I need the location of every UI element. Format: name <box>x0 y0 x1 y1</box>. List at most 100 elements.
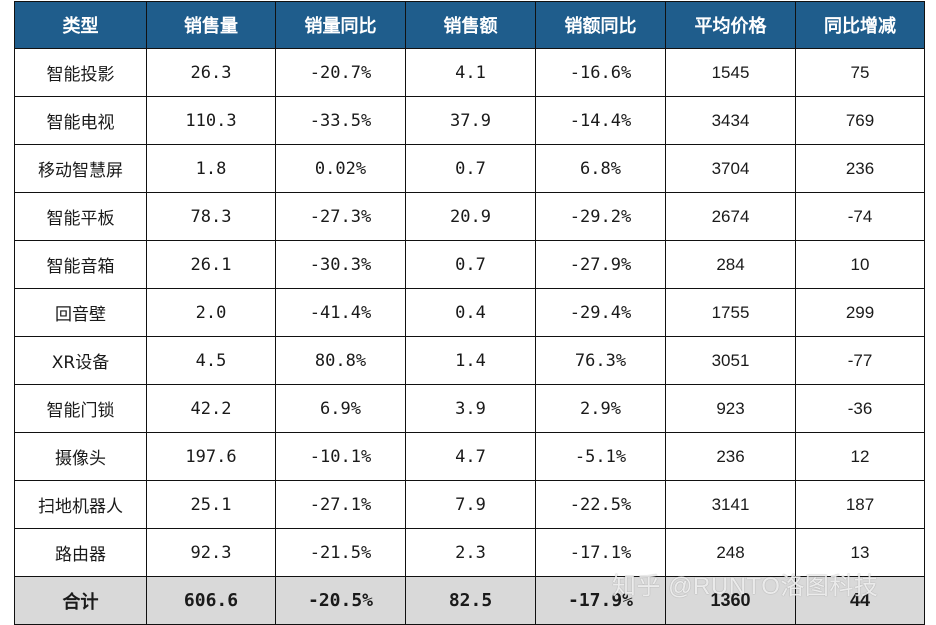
cell-volume-yoy: 80.8% <box>275 336 406 385</box>
cell-price-change: 12 <box>795 432 925 481</box>
cell-price-change: 187 <box>795 480 925 529</box>
cell-volume: 110.3 <box>146 96 276 145</box>
cell-avg-price: 248 <box>665 528 796 577</box>
cell-type: 回音壁 <box>14 288 147 337</box>
cell-type: 移动智慧屏 <box>14 144 147 193</box>
cell-revenue: 0.7 <box>405 240 536 289</box>
cell-revenue: 82.5 <box>405 576 536 625</box>
table-row: 智能平板 78.3 -27.3% 20.9 -29.2% 2674 -74 <box>14 192 925 241</box>
cell-revenue: 0.4 <box>405 288 536 337</box>
table-row: 摄像头 197.6 -10.1% 4.7 -5.1% 236 12 <box>14 432 925 481</box>
table-total-row: 合计 606.6 -20.5% 82.5 -17.9% 1360 44 <box>14 576 925 625</box>
cell-avg-price: 3141 <box>665 480 796 529</box>
cell-avg-price: 2674 <box>665 192 796 241</box>
cell-price-change: -36 <box>795 384 925 433</box>
cell-revenue-yoy: -27.9% <box>535 240 666 289</box>
cell-avg-price: 1755 <box>665 288 796 337</box>
cell-price-change: 13 <box>795 528 925 577</box>
cell-revenue-yoy: 76.3% <box>535 336 666 385</box>
cell-revenue-yoy: -16.6% <box>535 48 666 97</box>
cell-price-change: 299 <box>795 288 925 337</box>
cell-revenue: 3.9 <box>405 384 536 433</box>
header-volume: 销售量 <box>146 1 276 49</box>
cell-volume: 26.3 <box>146 48 276 97</box>
cell-type: 路由器 <box>14 528 147 577</box>
cell-volume: 1.8 <box>146 144 276 193</box>
cell-revenue: 4.7 <box>405 432 536 481</box>
cell-type: 智能投影 <box>14 48 147 97</box>
cell-type: XR设备 <box>14 336 147 385</box>
cell-volume-yoy: -10.1% <box>275 432 406 481</box>
cell-type: 合计 <box>14 576 147 625</box>
cell-avg-price: 3704 <box>665 144 796 193</box>
cell-price-change: -77 <box>795 336 925 385</box>
cell-revenue: 1.4 <box>405 336 536 385</box>
cell-volume: 78.3 <box>146 192 276 241</box>
cell-avg-price: 284 <box>665 240 796 289</box>
cell-volume: 197.6 <box>146 432 276 481</box>
cell-type: 智能音箱 <box>14 240 147 289</box>
cell-volume: 92.3 <box>146 528 276 577</box>
cell-price-change: 769 <box>795 96 925 145</box>
cell-avg-price: 923 <box>665 384 796 433</box>
table-header-row: 类型 销售量 销量同比 销售额 销额同比 平均价格 同比增减 <box>14 1 925 49</box>
table-row: XR设备 4.5 80.8% 1.4 76.3% 3051 -77 <box>14 336 925 385</box>
cell-type: 摄像头 <box>14 432 147 481</box>
cell-revenue: 7.9 <box>405 480 536 529</box>
cell-revenue-yoy: -22.5% <box>535 480 666 529</box>
cell-price-change: 10 <box>795 240 925 289</box>
cell-avg-price: 3434 <box>665 96 796 145</box>
cell-revenue-yoy: -17.9% <box>535 576 666 625</box>
cell-type: 智能门锁 <box>14 384 147 433</box>
cell-volume-yoy: -20.7% <box>275 48 406 97</box>
cell-volume: 25.1 <box>146 480 276 529</box>
table-row: 智能投影 26.3 -20.7% 4.1 -16.6% 1545 75 <box>14 48 925 97</box>
cell-revenue-yoy: 2.9% <box>535 384 666 433</box>
cell-volume: 606.6 <box>146 576 276 625</box>
header-type: 类型 <box>14 1 147 49</box>
cell-revenue-yoy: 6.8% <box>535 144 666 193</box>
cell-avg-price: 3051 <box>665 336 796 385</box>
header-price-change: 同比增减 <box>795 1 925 49</box>
cell-price-change: 236 <box>795 144 925 193</box>
cell-revenue: 0.7 <box>405 144 536 193</box>
header-revenue-yoy: 销额同比 <box>535 1 666 49</box>
header-revenue: 销售额 <box>405 1 536 49</box>
cell-price-change: 44 <box>795 576 925 625</box>
table-row: 智能门锁 42.2 6.9% 3.9 2.9% 923 -36 <box>14 384 925 433</box>
cell-volume-yoy: 0.02% <box>275 144 406 193</box>
table-row: 回音壁 2.0 -41.4% 0.4 -29.4% 1755 299 <box>14 288 925 337</box>
cell-volume: 42.2 <box>146 384 276 433</box>
cell-revenue-yoy: -29.4% <box>535 288 666 337</box>
cell-revenue-yoy: -14.4% <box>535 96 666 145</box>
table-row: 路由器 92.3 -21.5% 2.3 -17.1% 248 13 <box>14 528 925 577</box>
cell-revenue: 37.9 <box>405 96 536 145</box>
cell-volume-yoy: -20.5% <box>275 576 406 625</box>
cell-volume-yoy: 6.9% <box>275 384 406 433</box>
cell-revenue-yoy: -29.2% <box>535 192 666 241</box>
cell-volume-yoy: -41.4% <box>275 288 406 337</box>
cell-type: 智能平板 <box>14 192 147 241</box>
table-row: 移动智慧屏 1.8 0.02% 0.7 6.8% 3704 236 <box>14 144 925 193</box>
cell-volume-yoy: -21.5% <box>275 528 406 577</box>
cell-type: 扫地机器人 <box>14 480 147 529</box>
table-row: 智能音箱 26.1 -30.3% 0.7 -27.9% 284 10 <box>14 240 925 289</box>
cell-type: 智能电视 <box>14 96 147 145</box>
cell-avg-price: 1360 <box>665 576 796 625</box>
cell-revenue-yoy: -17.1% <box>535 528 666 577</box>
cell-avg-price: 1545 <box>665 48 796 97</box>
cell-revenue-yoy: -5.1% <box>535 432 666 481</box>
cell-volume: 2.0 <box>146 288 276 337</box>
table-row: 智能电视 110.3 -33.5% 37.9 -14.4% 3434 769 <box>14 96 925 145</box>
cell-volume-yoy: -27.1% <box>275 480 406 529</box>
cell-volume-yoy: -30.3% <box>275 240 406 289</box>
cell-volume: 26.1 <box>146 240 276 289</box>
header-avg-price: 平均价格 <box>665 1 796 49</box>
cell-price-change: -74 <box>795 192 925 241</box>
cell-volume-yoy: -27.3% <box>275 192 406 241</box>
cell-revenue: 20.9 <box>405 192 536 241</box>
table-row: 扫地机器人 25.1 -27.1% 7.9 -22.5% 3141 187 <box>14 480 925 529</box>
sales-table: 类型 销售量 销量同比 销售额 销额同比 平均价格 同比增减 智能投影 26.3-… <box>14 1 925 625</box>
cell-volume-yoy: -33.5% <box>275 96 406 145</box>
cell-volume: 4.5 <box>146 336 276 385</box>
